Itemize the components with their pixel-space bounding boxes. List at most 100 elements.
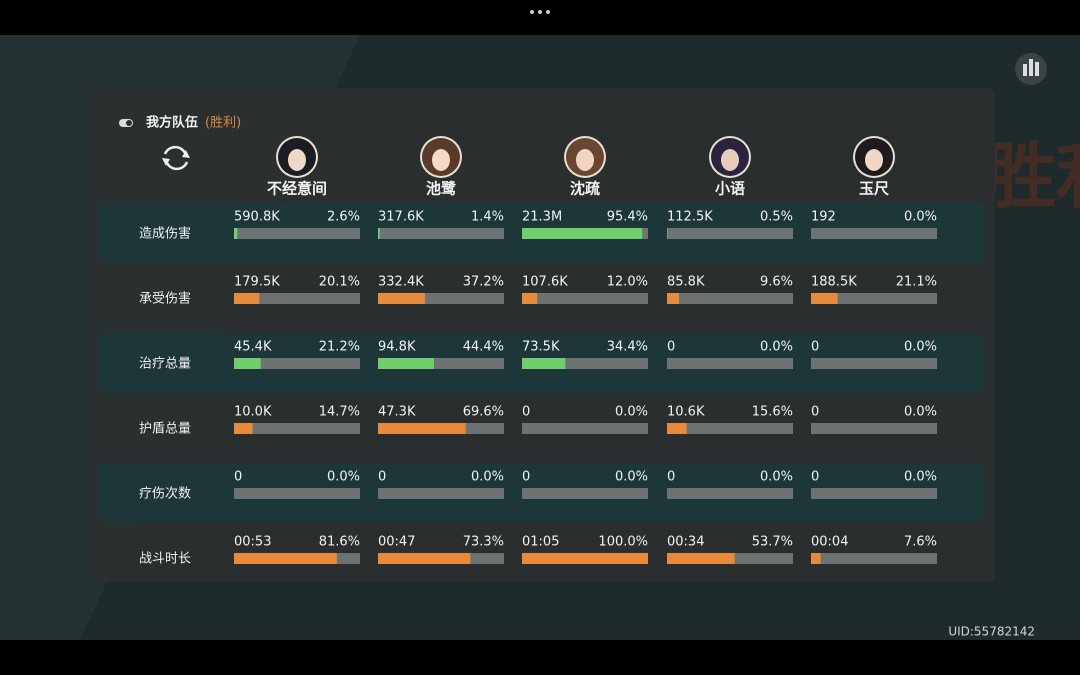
cell-percent: 44.4% [463,340,504,355]
bar [811,553,821,564]
bar [378,358,434,369]
cell-value: 94.8K [378,340,416,355]
cell-value: 0 [378,470,386,485]
stats-icon-bar [1023,64,1027,76]
bar [811,293,838,304]
menu-dot[interactable] [546,10,550,14]
character-name: 玉尺 [859,180,889,198]
bar [234,228,238,239]
bar [522,293,538,304]
cell-value: 00:53 [234,535,271,550]
menu-dot[interactable] [530,10,534,14]
cell-percent: 0.0% [760,340,793,355]
cell-value: 73.5K [522,340,560,355]
row-label: 承受伤害 [139,291,191,307]
bar-track [522,293,648,304]
menu-dot[interactable] [538,10,542,14]
cell-value: 10.6K [667,405,705,420]
bar [378,553,471,564]
cell-percent: 0.5% [760,210,793,225]
cell-percent: 0.0% [760,470,793,485]
cell-percent: 0.0% [615,405,648,420]
bar [378,423,466,434]
cell-value: 590.8K [234,210,280,225]
cell-percent: 53.7% [752,535,793,550]
bar-track [811,293,937,304]
cell-percent: 69.6% [463,405,504,420]
avatar-face [721,149,739,171]
character-name: 沈疏 [570,180,600,198]
uid: UID:55782142 [948,625,1035,639]
bar-track [667,293,793,304]
bar [234,423,253,434]
cell-percent: 0.0% [904,210,937,225]
bar-track [811,423,937,434]
character-name: 不经意间 [267,180,327,198]
cell-percent: 0.0% [471,470,504,485]
bar [234,358,261,369]
cell-percent: 1.4% [471,210,504,225]
row-label: 战斗时长 [139,552,191,567]
cell-percent: 95.4% [607,210,648,225]
refresh-arrow [182,150,190,158]
bar [378,228,380,239]
cell-percent: 81.6% [319,535,360,550]
bar-track [378,228,504,239]
cell-value: 47.3K [378,405,416,420]
bar-track [234,358,360,369]
refresh-button[interactable] [162,145,190,171]
cell-percent: 73.3% [463,535,504,550]
cell-value: 0 [522,470,530,485]
bar [522,553,648,564]
cell-value: 10.0K [234,405,272,420]
row-label: 造成伤害 [139,226,191,242]
bar-track [378,488,504,499]
cell-percent: 0.0% [904,470,937,485]
cell-value: 0 [234,470,242,485]
cell-percent: 0.0% [327,470,360,485]
cell-value: 179.5K [234,275,280,290]
team-title: 我方队伍 [146,115,198,131]
cell-value: 0 [667,340,675,355]
cell-value: 45.4K [234,340,272,355]
cell-value: 0 [811,405,819,420]
bar-track [234,228,360,239]
bar-track [378,358,504,369]
cell-percent: 0.0% [615,470,648,485]
cell-value: 317.6K [378,210,424,225]
bar-track [234,423,360,434]
bar-track [667,423,793,434]
bar [378,293,425,304]
row-label: 疗伤次数 [139,486,191,502]
toggle-knob [126,120,132,126]
cell-percent: 0.0% [904,405,937,420]
cell-percent: 20.1% [319,275,360,290]
avatar-face [288,149,306,171]
cell-percent: 100.0% [598,535,648,550]
stats-icon-bar [1029,59,1033,76]
cell-percent: 12.0% [607,275,648,290]
cell-value: 332.4K [378,275,424,290]
character-name: 池鹭 [426,180,457,198]
stats-button[interactable] [1015,53,1047,85]
cell-value: 21.3M [522,210,562,225]
cell-value: 188.5K [811,275,857,290]
refresh-arrow [162,158,170,166]
bar-track [234,293,360,304]
cell-percent: 37.2% [463,275,504,290]
avatar-face [865,149,883,171]
cell-value: 00:47 [378,535,415,550]
cell-percent: 15.6% [752,405,793,420]
bar [667,553,735,564]
bar [667,423,687,434]
stats-icon-bar [1035,62,1039,76]
bar-track [811,488,937,499]
cell-percent: 9.6% [760,275,793,290]
bar-track [811,228,937,239]
bar [234,553,337,564]
cell-percent: 21.2% [319,340,360,355]
bar-track [667,488,793,499]
cell-value: 0 [667,470,675,485]
cell-value: 0 [811,340,819,355]
